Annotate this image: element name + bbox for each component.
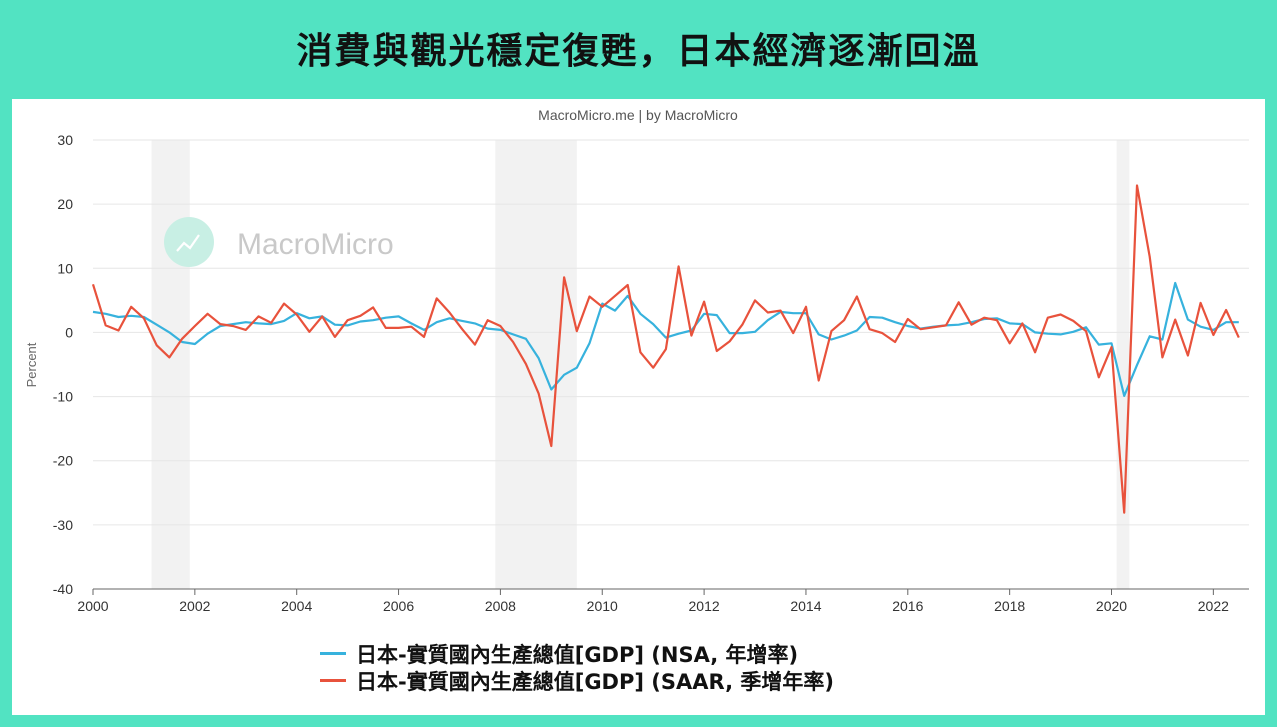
x-tick-label: 2022 <box>1198 598 1229 614</box>
x-tick-label: 2000 <box>77 598 108 614</box>
watermark-chart-icon <box>176 234 200 252</box>
series-lines <box>91 184 1240 514</box>
x-tick-label: 2008 <box>485 598 516 614</box>
x-tick-label: 2006 <box>383 598 414 614</box>
y-tick-label: 30 <box>57 132 73 148</box>
y-tick-label: 10 <box>57 260 73 276</box>
x-axis-ticks: 2000 2002 2004 2006 2008 2010 2012 2014 2016 2018… <box>77 589 1229 614</box>
x-tick-label: 2004 <box>281 598 312 614</box>
y-tick-label: -20 <box>53 453 73 469</box>
legend-swatch-nsa <box>320 652 346 655</box>
recession-band-2 <box>1116 140 1130 589</box>
y-tick-label: -10 <box>53 389 73 405</box>
line-chart: MacroMicro MacroMicro.me | by MacroMicro… <box>24 107 1249 614</box>
y-tick-label: -30 <box>53 517 73 533</box>
x-tick-label: 2020 <box>1096 598 1127 614</box>
legend-swatch-saar <box>320 679 346 682</box>
chart-credit: MacroMicro.me | by MacroMicro <box>538 107 738 123</box>
series-line-nsa-yoy <box>92 281 1239 397</box>
page-headline: 消費與觀光穩定復甦，日本經濟逐漸回溫 <box>296 31 981 72</box>
chart-legend: 日本-實質國內生產總值[GDP] (NSA, 年增率) 日本-實質國內生產總值[… <box>320 640 980 694</box>
y-axis-ticks: 30 20 10 0 -10 -20 -30 -40 <box>53 132 73 597</box>
recession-band-1 <box>495 140 577 589</box>
watermark: MacroMicro <box>164 217 394 267</box>
x-tick-label: 2016 <box>892 598 923 614</box>
y-tick-label: 0 <box>65 324 73 340</box>
recession-bands <box>151 140 1130 589</box>
recession-band-0 <box>151 140 190 589</box>
chart-panel: MacroMicro MacroMicro.me | by MacroMicro… <box>12 99 1265 715</box>
watermark-text: MacroMicro <box>237 228 394 261</box>
y-tick-label: -40 <box>53 581 73 597</box>
grid-lines <box>93 139 1249 526</box>
x-tick-label: 2012 <box>689 598 720 614</box>
x-tick-label: 2018 <box>994 598 1025 614</box>
watermark-logo-icon <box>164 217 214 267</box>
legend-label-saar: 日本-實質國內生產總值[GDP] (SAAR, 季增年率) <box>356 669 834 694</box>
legend-item-nsa[interactable]: 日本-實質國內生產總值[GDP] (NSA, 年增率) <box>320 640 980 667</box>
legend-label-nsa: 日本-實質國內生產總值[GDP] (NSA, 年增率) <box>356 642 799 667</box>
y-tick-label: 20 <box>57 196 73 212</box>
legend-item-saar[interactable]: 日本-實質國內生產總值[GDP] (SAAR, 季增年率) <box>320 667 980 694</box>
x-tick-label: 2014 <box>790 598 821 614</box>
series-line-saar-qoq <box>91 184 1240 514</box>
x-tick-label: 2010 <box>587 598 618 614</box>
y-axis-label: Percent <box>24 342 39 387</box>
x-tick-label: 2002 <box>179 598 210 614</box>
